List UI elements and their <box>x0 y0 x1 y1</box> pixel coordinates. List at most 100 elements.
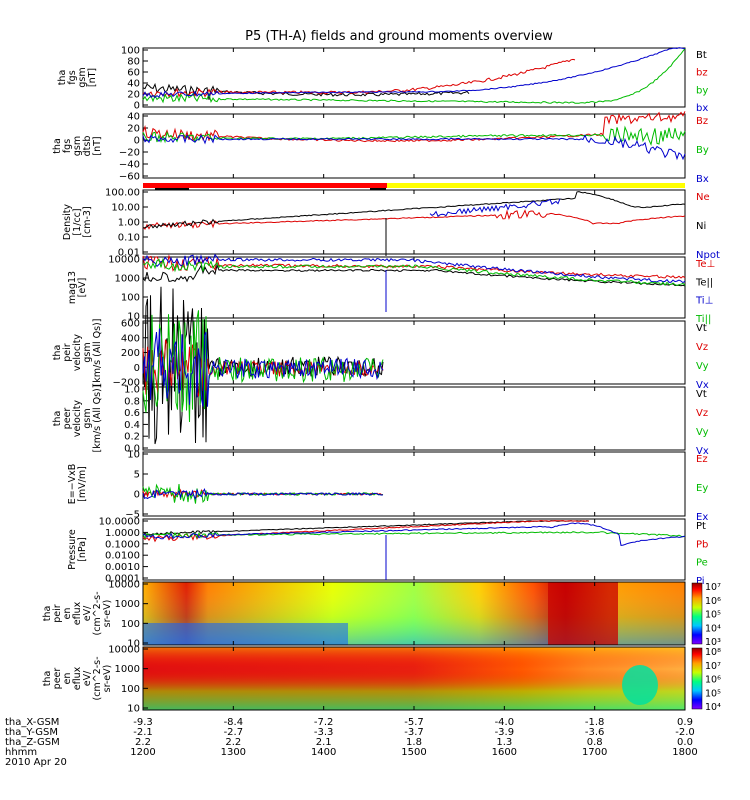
colorbar-tick-label: 10³ <box>705 637 721 648</box>
trace-ex <box>142 488 384 500</box>
y-tick-label: 0.1000 <box>105 539 140 550</box>
footer-value: -3.9 <box>495 727 515 738</box>
trace-vy-ion <box>142 310 384 423</box>
y-tick-label: 10.0000 <box>99 517 140 528</box>
legend-entry: Vz <box>696 342 708 353</box>
y-axis-label: tha <box>52 345 63 361</box>
y-tick-label: 0.6 <box>124 408 140 419</box>
panel-10: 10000 1000 100 10 tha peer en eflux eV/(cm^2-s-s… <box>42 645 721 715</box>
y-tick-label: 100 <box>121 619 140 630</box>
y-axis-label: mag13 <box>67 271 78 304</box>
y-tick-label: 100 <box>121 684 140 695</box>
y-tick-label: 1000 <box>115 599 140 610</box>
y-tick-label: −200 <box>113 378 140 389</box>
legend-entry: Bx <box>696 174 709 185</box>
legend-entry: Ne <box>696 192 710 203</box>
y-tick-label: 80 <box>127 57 140 68</box>
legend-entry: Pb <box>696 539 708 550</box>
y-axis-label: [cm-3] <box>82 206 93 237</box>
legend-entry: Ti|| <box>695 314 711 325</box>
panel-9: 10000 1000 100 10 tha peir en eflux eV/(cm^2-s-s… <box>42 580 721 650</box>
trace-bt <box>142 82 470 100</box>
y-tick-label: 400 <box>121 333 140 344</box>
y-axis-label: [1/cc] <box>72 208 83 235</box>
y-axis-label: sr-eV) <box>102 665 113 693</box>
y-axis-label: E=−VxB <box>67 464 78 505</box>
y-tick-label: 100 <box>121 293 140 304</box>
legend-entry: Pi <box>696 576 705 587</box>
legend-entry: Bt <box>696 50 707 61</box>
colorbar <box>691 582 703 645</box>
y-tick-label: 1.00 <box>118 218 140 229</box>
footer-value: 1800 <box>672 747 697 758</box>
y-axis-label: (cm^2-s- <box>92 657 103 701</box>
y-tick-label: 0.4 <box>124 420 140 431</box>
colorbar-tick-label: 10⁴ <box>705 623 721 634</box>
y-tick-label: 10 <box>127 704 140 715</box>
footer-value: -3.6 <box>585 727 605 738</box>
footer-value: -1.8 <box>585 717 605 728</box>
y-axis-label: peer <box>52 668 63 690</box>
legend-entry: Ti⊥ <box>695 296 713 307</box>
legend-entry: Vz <box>696 408 708 419</box>
mode-bar-fast <box>387 183 685 188</box>
trace-by <box>142 48 686 104</box>
footer-value: 1200 <box>130 747 155 758</box>
footer-value: 2.2 <box>135 737 151 748</box>
legend-entry: Pe <box>696 558 708 569</box>
panel-5: 600 400 200 0 −200 tha peir velocity gsm [km/s (A… <box>52 319 709 392</box>
y-tick-label: 10 <box>127 450 140 461</box>
footer-value: 1.3 <box>496 737 512 748</box>
footer-value: -4.0 <box>495 717 515 728</box>
y-tick-label: 20 <box>127 124 140 135</box>
y-axis-label: Density <box>62 204 73 240</box>
y-tick-label: 10000 <box>108 645 140 656</box>
colorbar-tick-label: 10⁷ <box>705 661 721 672</box>
y-axis-label: eV/ <box>82 670 93 686</box>
legend-entry: Vt <box>696 323 707 334</box>
y-axis-label: [nT] <box>92 136 103 155</box>
y-tick-label: 10 <box>127 639 140 650</box>
footer-value: 1400 <box>311 747 336 758</box>
colorbar-tick-label: 10⁴ <box>705 702 721 713</box>
panel-frame <box>142 451 686 517</box>
footer-value: 2.2 <box>225 737 241 748</box>
y-axis-label: en <box>62 673 73 685</box>
legend-entry: Vy <box>696 427 709 438</box>
y-tick-label: 0 <box>134 136 140 147</box>
footer-value: -7.2 <box>314 717 334 728</box>
footer-value: 1.8 <box>406 737 422 748</box>
colorbar <box>691 647 703 710</box>
y-axis-label: Pressure <box>67 529 78 570</box>
y-axis-label: peir <box>62 343 73 362</box>
mode-bar-slow <box>143 183 387 188</box>
y-tick-label: 5 <box>134 470 140 481</box>
legend-entry: bz <box>696 68 708 79</box>
footer-row-label: hhmm <box>5 747 37 758</box>
trace-pi <box>142 522 686 546</box>
y-tick-label: 100.00 <box>105 188 140 199</box>
y-tick-label: 0.2 <box>124 432 140 443</box>
y-tick-label: 0 <box>134 101 140 112</box>
ion-low-energy-band <box>143 623 348 645</box>
legend-entry: Ni <box>696 221 706 232</box>
colorbar-tick-label: 10⁶ <box>705 596 721 607</box>
y-tick-label: 0 <box>134 490 140 501</box>
y-axis-label: peir <box>52 604 63 623</box>
trace-bx <box>142 47 686 99</box>
legend-entry: Ex <box>696 512 708 523</box>
legend-entry: Te|| <box>695 277 713 288</box>
y-axis-label: gsm <box>82 342 93 362</box>
y-axis-label: gsm <box>77 67 88 87</box>
footer-value: -2.1 <box>133 727 153 738</box>
footer-value: -9.3 <box>133 717 153 728</box>
y-tick-label: 0.0001 <box>105 574 140 585</box>
colorbar-tick-label: 10⁵ <box>705 610 721 621</box>
y-axis-label: sr-eV) <box>102 600 113 628</box>
panel-frame <box>142 189 686 255</box>
y-axis-label: [nT] <box>87 68 98 87</box>
legend-entry: by <box>696 85 708 96</box>
y-axis-label: eflux <box>72 601 83 625</box>
